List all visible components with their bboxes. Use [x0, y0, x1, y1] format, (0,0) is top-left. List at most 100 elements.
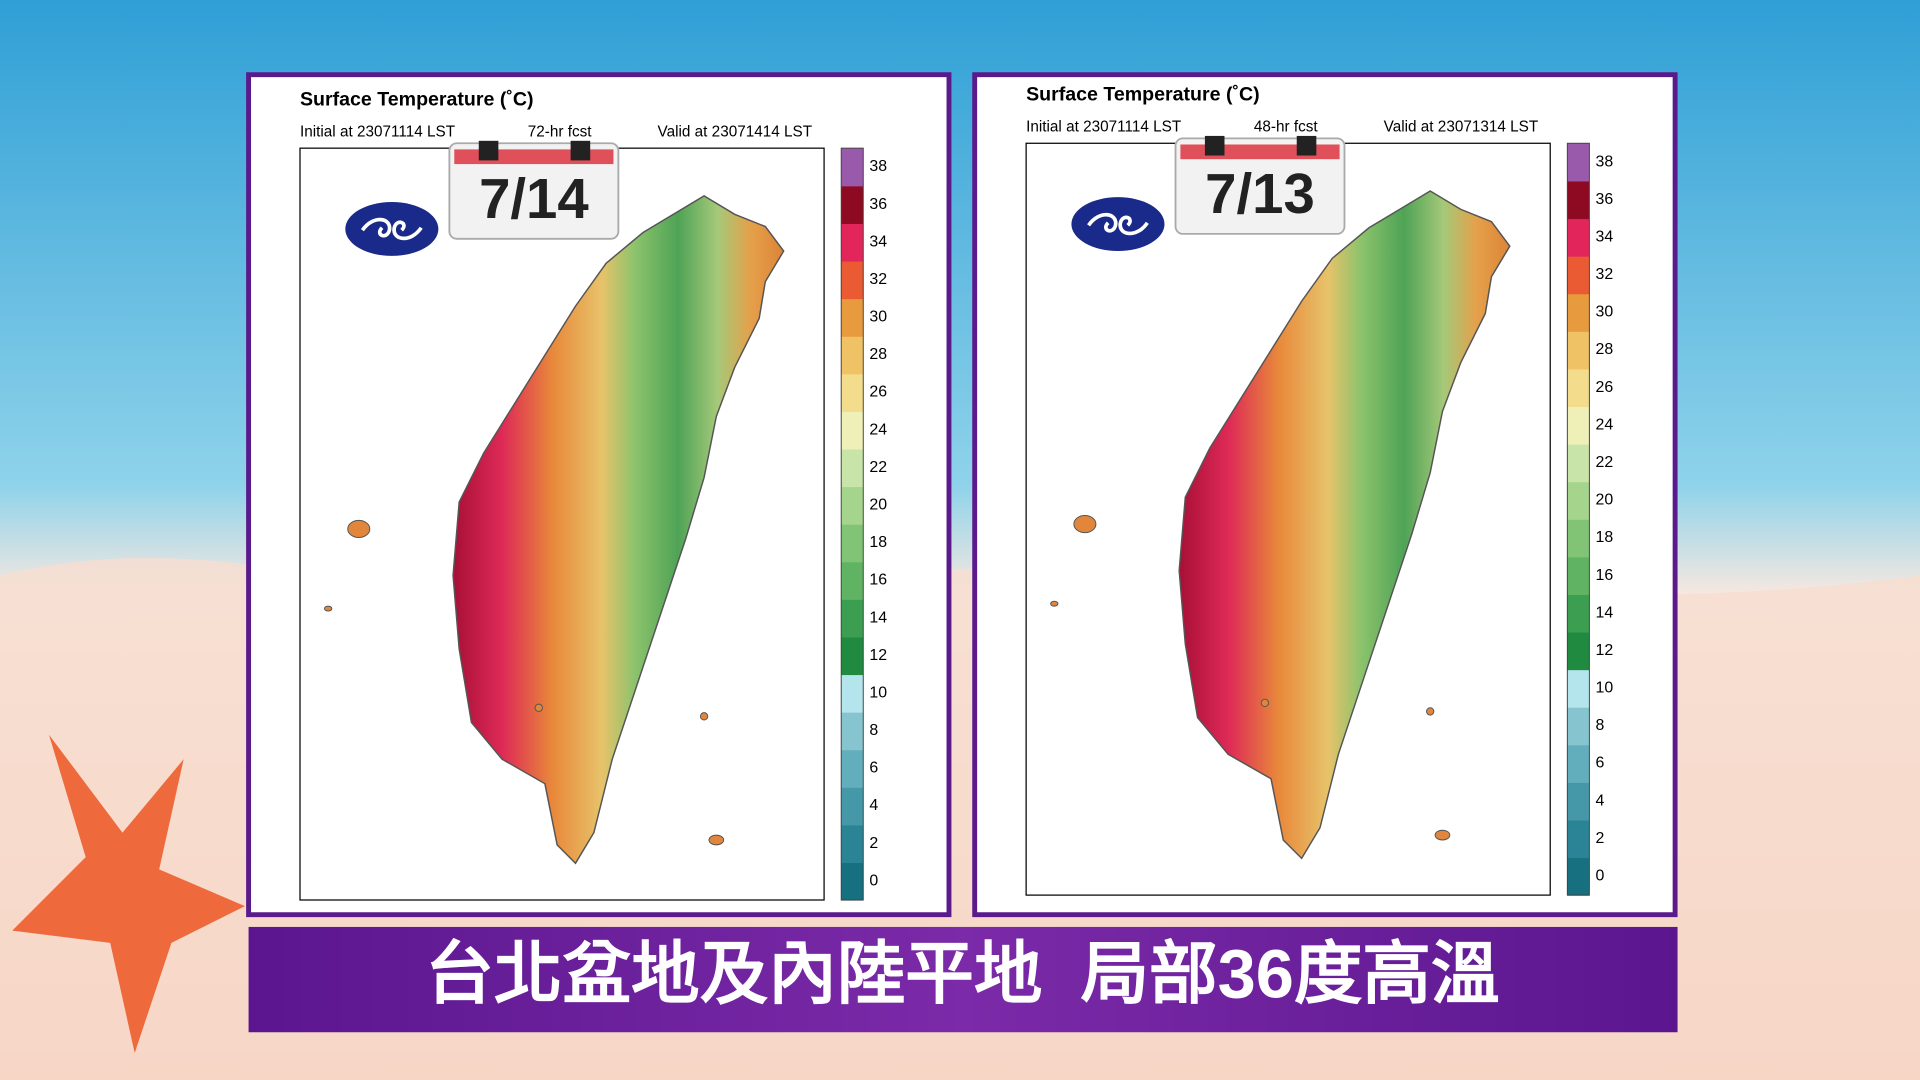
date-label: 7/14 [479, 167, 589, 230]
island [534, 703, 543, 712]
island [1050, 600, 1059, 607]
colorbar-swatch [1567, 744, 1590, 783]
initial-time: Initial at 23071114 LST [1026, 118, 1181, 135]
colorbar-label: 4 [869, 797, 878, 814]
panel-content: Surface Temperature (˚C) Initial at 23071… [299, 88, 887, 901]
logo-swirl [1087, 212, 1149, 236]
colorbar-swatch [1567, 406, 1590, 445]
colorbar-label: 14 [1596, 604, 1614, 621]
colorbar-label: 0 [869, 872, 878, 889]
colorbar-swatch [841, 298, 864, 337]
colorbar-label: 14 [869, 609, 887, 626]
colorbar-swatch [1567, 444, 1590, 483]
colorbar-swatch [841, 486, 864, 525]
colorbar-label: 30 [1596, 304, 1614, 321]
colorbar-swatch [841, 712, 864, 751]
date-label: 7/13 [1205, 162, 1315, 225]
colorbar-swatch [1567, 857, 1590, 896]
colorbar-label: 10 [1596, 680, 1614, 697]
colorbar-label: 12 [1596, 642, 1614, 659]
forecast-hour: 72-hr fcst [528, 123, 593, 140]
colorbar-label: 6 [869, 760, 878, 777]
valid-time: Valid at 23071314 LST [1384, 118, 1539, 135]
colorbar-frame [1566, 142, 1590, 896]
caption: 台北盆地及內陸平地 局部36度高溫 [425, 936, 1499, 1013]
island [1260, 698, 1270, 708]
colorbar-label: 20 [869, 496, 887, 513]
caption-bar [248, 926, 1678, 1033]
island [1073, 515, 1097, 534]
colorbar-swatch [1567, 669, 1590, 708]
island [708, 834, 725, 846]
date-badge [448, 142, 620, 240]
colorbar-label: 36 [869, 196, 887, 213]
colorbar-swatch [1567, 556, 1590, 595]
valid-time: Valid at 23071414 LST [658, 123, 813, 140]
colorbar-label: 28 [1596, 341, 1614, 358]
colorbar-swatch [1567, 256, 1590, 295]
colorbar-label: 32 [1596, 266, 1614, 283]
colorbar-swatch [1567, 631, 1590, 671]
panels: Surface Temperature (˚C) Initial at 23071… [246, 72, 1678, 918]
colorbar-swatch [1567, 707, 1590, 746]
colorbar-swatch [841, 448, 864, 488]
taiwan-map [452, 195, 785, 865]
logo [345, 202, 439, 256]
colorbar-swatch [841, 373, 864, 412]
colorbar-swatch [1567, 819, 1590, 859]
colorbar-swatch [841, 411, 864, 450]
colorbar-swatch [841, 824, 864, 864]
colorbar-label: 4 [1596, 792, 1605, 809]
badge-ring [1204, 135, 1225, 156]
colorbar-swatch [1567, 218, 1590, 257]
colorbar-label: 2 [1596, 830, 1605, 847]
island [347, 519, 371, 539]
colorbar-swatch [1567, 331, 1590, 370]
colorbar-swatch [1567, 180, 1590, 220]
colorbar-swatch [1567, 481, 1590, 520]
colorbar-label: 36 [1596, 191, 1614, 208]
island [1434, 829, 1451, 841]
colorbar-label: 22 [1596, 454, 1614, 471]
logo [1071, 197, 1165, 252]
colorbar-label: 38 [869, 158, 887, 175]
date-badge [1174, 137, 1346, 235]
colorbar-swatch [841, 636, 864, 676]
colorbar-swatch [841, 561, 864, 600]
colorbar-swatch [841, 749, 864, 788]
colorbar-label: 0 [1596, 868, 1605, 885]
colorbar-label: 18 [869, 534, 887, 551]
map-title: Surface Temperature (˚C) [1026, 83, 1260, 106]
colorbar-label: 16 [1596, 567, 1614, 584]
map-title: Surface Temperature (˚C) [300, 88, 534, 111]
colorbar-swatch [841, 148, 864, 187]
colorbar-label: 24 [869, 421, 887, 438]
colorbar-swatch [841, 336, 864, 375]
colorbar-swatch [841, 223, 864, 262]
colorbar-swatch [1567, 594, 1590, 633]
initial-time: Initial at 23071114 LST [300, 123, 455, 140]
badge-ring [478, 140, 499, 161]
colorbar-label: 20 [1596, 492, 1614, 509]
colorbar-swatch [841, 599, 864, 638]
taiwan-map [1178, 190, 1511, 860]
colorbar-swatch [841, 185, 864, 224]
colorbar-label: 24 [1596, 416, 1614, 433]
colorbar-label: 28 [869, 346, 887, 363]
colorbar-label: 2 [869, 835, 878, 852]
colorbar-label: 8 [869, 722, 878, 739]
colorbar-swatch [841, 862, 864, 901]
colorbar-frame [840, 147, 864, 901]
colorbar-label: 32 [869, 271, 887, 288]
colorbar-label: 38 [1596, 153, 1614, 170]
colorbar-swatch [841, 787, 864, 826]
colorbar-label: 18 [1596, 529, 1614, 546]
colorbar-swatch [1567, 782, 1590, 821]
colorbar-label: 26 [1596, 379, 1614, 396]
island [324, 605, 333, 612]
colorbar-swatch [1567, 368, 1590, 408]
colorbar-label: 30 [869, 309, 887, 326]
colorbar-label: 16 [869, 572, 887, 589]
island [1426, 707, 1435, 716]
